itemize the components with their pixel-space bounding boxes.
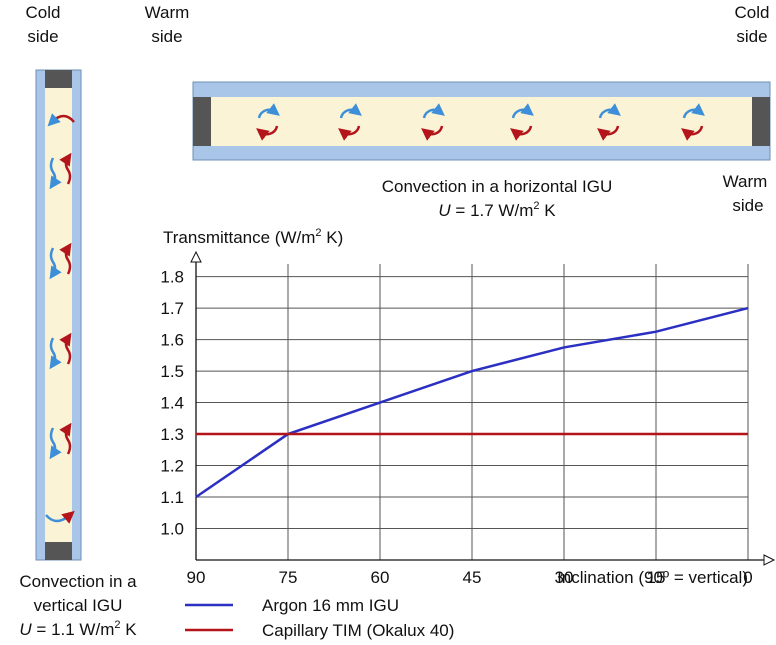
side-label: Cold — [26, 3, 61, 22]
flow-arrow — [59, 242, 72, 275]
caption: Convection in a horizontal IGU — [382, 177, 613, 196]
y-tick-label: 1.7 — [160, 299, 184, 318]
flow-arrow — [49, 157, 62, 190]
side-label: side — [27, 27, 58, 46]
flow-arrow — [49, 337, 62, 370]
y-tick-label: 1.8 — [160, 268, 184, 287]
side-label: Warm — [723, 172, 768, 191]
x-tick-label: 90 — [187, 568, 206, 587]
x-tick-label: 15 — [647, 568, 666, 587]
side-label: Cold — [735, 3, 770, 22]
x-axis-arrow — [763, 554, 776, 566]
y-tick-label: 1.4 — [160, 394, 184, 413]
y-tick-label: 1.0 — [160, 520, 184, 539]
x-tick-label: 60 — [371, 568, 390, 587]
flow-arrow — [339, 103, 362, 119]
flow-arrow — [47, 113, 75, 127]
legend-label: Argon 16 mm IGU — [262, 596, 399, 615]
u-text: = 1.7 W/m — [451, 201, 534, 220]
y-tick-label: 1.1 — [160, 488, 184, 507]
chart: 1.0 1.1 1.2 1.3 1.4 1.5 1.6 1.7 1.8 90 75 60 45 30 15 0… — [160, 250, 776, 640]
flow-arrow — [598, 103, 621, 119]
u-value: U = 1.1 W/m2 K — [19, 619, 137, 639]
flow-arrow — [59, 422, 72, 455]
x-tick-label: 75 — [279, 568, 298, 587]
y-tick-label: 1.2 — [160, 457, 184, 476]
flow-arrow — [49, 247, 62, 280]
flow-arrow — [510, 125, 533, 141]
y-tick-label: 1.3 — [160, 425, 184, 444]
y-axis-arrow — [190, 250, 202, 263]
flow-arrow — [45, 510, 75, 524]
side-label: Warm — [145, 3, 190, 22]
x-tick-label: 0 — [743, 568, 752, 587]
u-sym: U — [19, 620, 32, 639]
y-tick-label: 1.6 — [160, 331, 184, 350]
u-sup: 2 — [533, 200, 539, 212]
flow-arrow — [597, 125, 620, 141]
side-label: side — [151, 27, 182, 46]
x-tick-label: 45 — [463, 568, 482, 587]
flow-arrow — [511, 103, 534, 119]
u-sym: U — [438, 201, 451, 220]
flow-arrow — [257, 103, 280, 119]
u-text: = 1.1 W/m — [32, 620, 115, 639]
y-label-text: Transmittance (W/m — [163, 228, 315, 247]
legend-label: Capillary TIM (Okalux 40) — [262, 621, 454, 640]
horizontal-igu — [192, 81, 771, 161]
side-label: side — [736, 27, 767, 46]
flow-arrow — [422, 103, 445, 119]
flow-arrow — [49, 427, 62, 460]
u-tail: K — [121, 620, 138, 639]
x-tick-label: 30 — [555, 568, 574, 587]
u-value: U = 1.7 W/m2 K — [438, 200, 556, 220]
y-label-tail: K) — [322, 228, 344, 247]
vertical-igu — [35, 69, 82, 561]
u-tail: K — [540, 201, 557, 220]
flow-arrow — [59, 152, 72, 185]
y-axis-label: Transmittance (W/m2 K) — [163, 227, 343, 247]
caption: vertical IGU — [34, 596, 123, 615]
x-axis-label: Inclination (90º = vertical) — [557, 568, 748, 587]
flow-arrow — [338, 125, 361, 141]
caption: Convection in a — [19, 572, 137, 591]
flow-arrow — [256, 125, 279, 141]
flow-arrow — [59, 332, 72, 365]
flow-arrow — [682, 103, 705, 119]
u-sup: 2 — [114, 619, 120, 631]
y-label-sup: 2 — [315, 227, 321, 239]
flow-arrow — [681, 125, 704, 141]
y-tick-label: 1.5 — [160, 362, 184, 381]
side-label: side — [732, 196, 763, 215]
flow-arrow — [421, 125, 444, 141]
